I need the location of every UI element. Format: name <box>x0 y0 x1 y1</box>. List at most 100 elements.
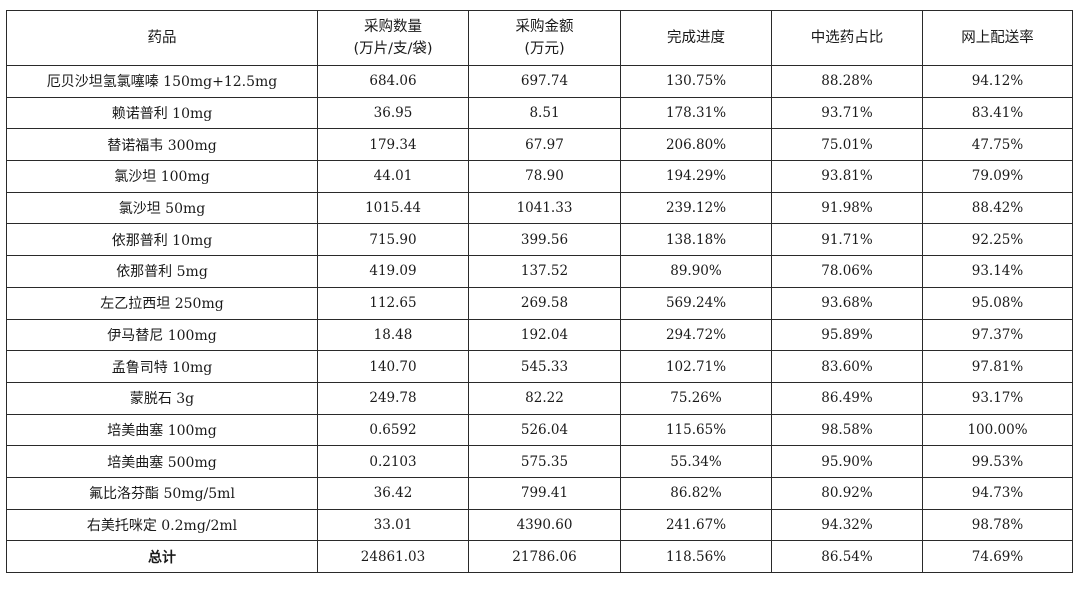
cell-online-delivery-rate: 94.12% <box>922 65 1073 98</box>
cell-progress: 294.72% <box>620 318 772 352</box>
total-label: 总计 <box>6 540 318 574</box>
cell-progress: 239.12% <box>620 191 772 225</box>
cell-online-delivery-rate: 79.09% <box>922 160 1073 193</box>
cell-drug-name: 氯沙坦 50mg <box>6 191 318 225</box>
table-row: 左乙拉西坦 250mg 112.65 269.58 569.24% 93.68% 95.0… <box>6 286 1073 320</box>
cell-online-delivery-rate: 83.41% <box>922 96 1073 130</box>
cell-amount: 8.51 <box>468 96 621 130</box>
cell-amount: 269.58 <box>468 286 621 320</box>
cell-quantity: 0.6592 <box>317 413 469 447</box>
cell-amount: 137.52 <box>468 255 621 288</box>
cell-amount: 78.90 <box>468 160 621 193</box>
cell-progress: 569.24% <box>620 286 772 320</box>
cell-quantity: 1015.44 <box>317 191 469 225</box>
cell-progress: 130.75% <box>620 65 772 98</box>
cell-drug-name: 依那普利 10mg <box>6 223 318 257</box>
cell-quantity: 179.34 <box>317 128 469 162</box>
cell-amount: 4390.60 <box>468 508 621 542</box>
table-row: 培美曲塞 100mg 0.6592 526.04 115.65% 98.58% 100.0… <box>6 413 1073 447</box>
cell-quantity: 684.06 <box>317 65 469 98</box>
cell-drug-name: 培美曲塞 500mg <box>6 445 318 478</box>
cell-drug-name: 氟比洛芬酯 50mg/5ml <box>6 476 318 510</box>
cell-selected-share: 91.98% <box>771 191 923 225</box>
cell-online-delivery-rate: 47.75% <box>922 128 1073 162</box>
cell-selected-share: 83.60% <box>771 350 923 383</box>
cell-drug-name: 培美曲塞 100mg <box>6 413 318 447</box>
cell-amount: 67.97 <box>468 128 621 162</box>
cell-progress: 138.18% <box>620 223 772 257</box>
cell-selected-share: 75.01% <box>771 128 923 162</box>
cell-selected-share: 93.81% <box>771 160 923 193</box>
cell-progress: 75.26% <box>620 381 772 415</box>
total-amount: 21786.06 <box>468 540 621 574</box>
table-row: 厄贝沙坦氢氯噻嗪 150mg+12.5mg 684.06 697.74 130.75%… <box>6 65 1073 98</box>
cell-drug-name: 赖诺普利 10mg <box>6 96 318 130</box>
cell-progress: 241.67% <box>620 508 772 542</box>
cell-amount: 82.22 <box>468 381 621 415</box>
cell-selected-share: 94.32% <box>771 508 923 542</box>
cell-amount: 526.04 <box>468 413 621 447</box>
cell-amount: 192.04 <box>468 318 621 352</box>
cell-online-delivery-rate: 95.08% <box>922 286 1073 320</box>
cell-drug-name: 蒙脱石 3g <box>6 381 318 415</box>
cell-quantity: 33.01 <box>317 508 469 542</box>
cell-selected-share: 86.49% <box>771 381 923 415</box>
cell-quantity: 0.2103 <box>317 445 469 478</box>
header-progress: 完成进度 <box>620 10 772 66</box>
cell-quantity: 36.42 <box>317 476 469 510</box>
cell-online-delivery-rate: 99.53% <box>922 445 1073 478</box>
cell-progress: 115.65% <box>620 413 772 447</box>
cell-amount: 575.35 <box>468 445 621 478</box>
cell-quantity: 715.90 <box>317 223 469 257</box>
total-selected-share: 86.54% <box>771 540 923 574</box>
table-row: 氯沙坦 50mg 1015.44 1041.33 239.12% 91.98% 88.42… <box>6 191 1073 225</box>
cell-quantity: 44.01 <box>317 160 469 193</box>
header-amount: 采购金额 (万元) <box>468 10 621 66</box>
table-row: 氯沙坦 100mg 44.01 78.90 194.29% 93.81% 79.09% <box>6 160 1073 193</box>
table-row: 赖诺普利 10mg 36.95 8.51 178.31% 93.71% 83.41% <box>6 96 1073 130</box>
cell-amount: 799.41 <box>468 476 621 510</box>
total-progress: 118.56% <box>620 540 772 574</box>
table-row: 依那普利 10mg 715.90 399.56 138.18% 91.71% 92.25% <box>6 223 1073 257</box>
table-total-row: 总计 24861.03 21786.06 118.56% 86.54% 74.69% <box>6 540 1073 574</box>
cell-drug-name: 右美托咪定 0.2mg/2ml <box>6 508 318 542</box>
cell-drug-name: 厄贝沙坦氢氯噻嗪 150mg+12.5mg <box>6 65 318 98</box>
header-selected-share: 中选药占比 <box>771 10 923 66</box>
cell-quantity: 36.95 <box>317 96 469 130</box>
table-row: 替诺福韦 300mg 179.34 67.97 206.80% 75.01% 47.75% <box>6 128 1073 162</box>
table-row: 右美托咪定 0.2mg/2ml 33.01 4390.60 241.67% 94.32%… <box>6 508 1073 542</box>
cell-drug-name: 氯沙坦 100mg <box>6 160 318 193</box>
cell-progress: 55.34% <box>620 445 772 478</box>
cell-quantity: 18.48 <box>317 318 469 352</box>
cell-drug-name: 左乙拉西坦 250mg <box>6 286 318 320</box>
cell-drug-name: 替诺福韦 300mg <box>6 128 318 162</box>
total-quantity: 24861.03 <box>317 540 469 574</box>
cell-online-delivery-rate: 93.14% <box>922 255 1073 288</box>
cell-selected-share: 91.71% <box>771 223 923 257</box>
cell-quantity: 249.78 <box>317 381 469 415</box>
cell-online-delivery-rate: 94.73% <box>922 476 1073 510</box>
cell-online-delivery-rate: 92.25% <box>922 223 1073 257</box>
table-row: 依那普利 5mg 419.09 137.52 89.90% 78.06% 93.14% <box>6 255 1073 288</box>
header-online-delivery-rate: 网上配送率 <box>922 10 1073 66</box>
cell-drug-name: 孟鲁司特 10mg <box>6 350 318 383</box>
cell-online-delivery-rate: 97.81% <box>922 350 1073 383</box>
cell-quantity: 112.65 <box>317 286 469 320</box>
cell-online-delivery-rate: 98.78% <box>922 508 1073 542</box>
cell-quantity: 419.09 <box>317 255 469 288</box>
table-row: 氟比洛芬酯 50mg/5ml 36.42 799.41 86.82% 80.92% 94.… <box>6 476 1073 510</box>
cell-progress: 89.90% <box>620 255 772 288</box>
cell-selected-share: 78.06% <box>771 255 923 288</box>
cell-online-delivery-rate: 100.00% <box>922 413 1073 447</box>
header-drug: 药品 <box>6 10 318 66</box>
header-quantity: 采购数量 (万片/支/袋) <box>317 10 469 66</box>
table-row: 孟鲁司特 10mg 140.70 545.33 102.71% 83.60% 97.81% <box>6 350 1073 383</box>
table-header-row: 药品 采购数量 (万片/支/袋) 采购金额 (万元) 完成进度 中选药占比 网上 <box>6 10 1073 66</box>
table-row: 伊马替尼 100mg 18.48 192.04 294.72% 95.89% 97.37% <box>6 318 1073 352</box>
cell-online-delivery-rate: 97.37% <box>922 318 1073 352</box>
cell-selected-share: 93.68% <box>771 286 923 320</box>
cell-selected-share: 88.28% <box>771 65 923 98</box>
cell-online-delivery-rate: 88.42% <box>922 191 1073 225</box>
cell-progress: 102.71% <box>620 350 772 383</box>
document-page: 药品 采购数量 (万片/支/袋) 采购金额 (万元) 完成进度 中选药占比 网上 <box>6 10 1073 574</box>
